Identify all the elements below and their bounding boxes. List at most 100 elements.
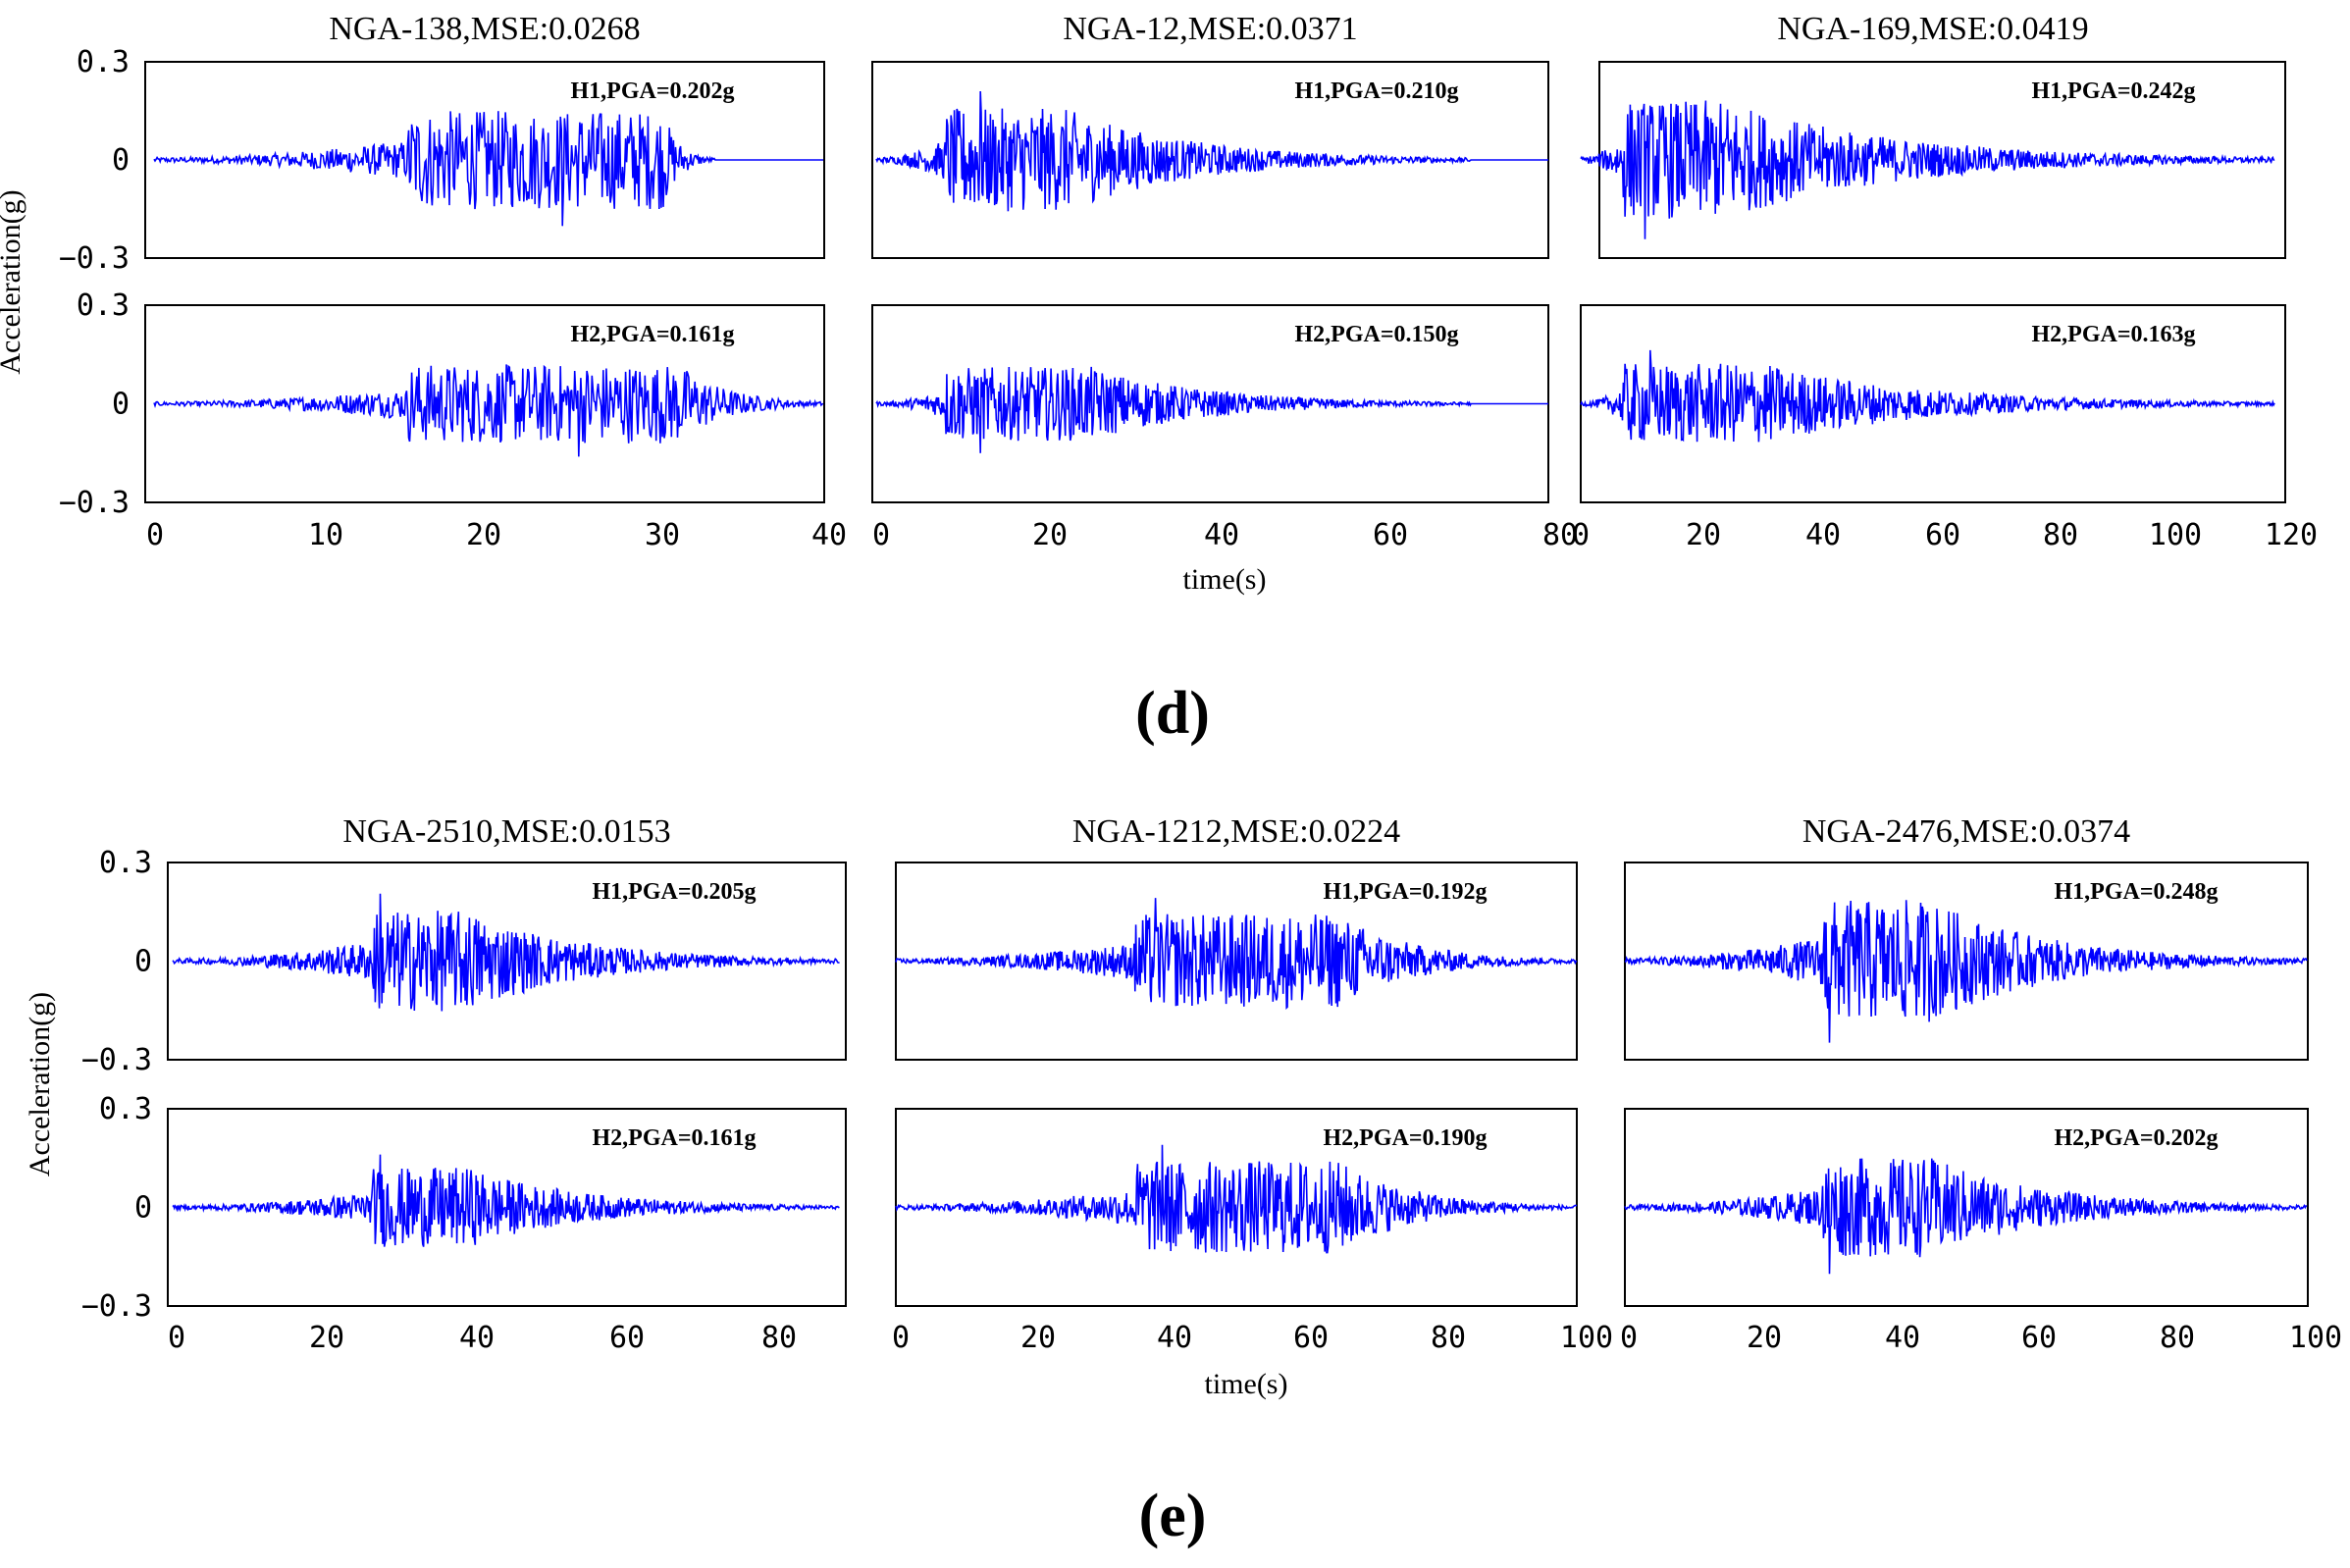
subplot-h2: H2,PGA=0.161g 0.3 0 −0.3 [59,288,825,520]
x-tick-label: 60 [609,1321,645,1355]
acceleration-series [172,893,840,1012]
y-tick-label: −0.3 [81,1289,152,1324]
acceleration-series [895,898,1578,1010]
acceleration-series [1624,900,2308,1043]
y-axis-label: Acceleration(g) [24,992,56,1176]
pga-annotation: H2,PGA=0.163g [2031,322,2195,347]
x-tick-label: 0 [168,1321,185,1355]
pga-annotation: H1,PGA=0.248g [2054,879,2218,905]
subplot-title: NGA-2476,MSE:0.0374 [1802,813,2130,850]
y-tick-label: 0.3 [99,1092,152,1126]
pga-annotation: H1,PGA=0.242g [2031,78,2195,104]
pga-annotation: H2,PGA=0.161g [592,1125,756,1151]
subplot-title: NGA-1212,MSE:0.0224 [1072,813,1400,850]
y-tick-label: −0.3 [59,486,130,520]
pga-annotation: H1,PGA=0.192g [1323,879,1487,905]
x-tick-label: 20 [1686,518,1721,552]
x-tick-label: 80 [2160,1321,2195,1355]
y-tick-label: 0 [134,1191,152,1226]
x-tick-label: 10 [308,518,343,552]
subplot-h1: H1,PGA=0.242g [1580,61,2286,259]
x-tick-label: 40 [1157,1321,1192,1355]
pga-annotation: H1,PGA=0.210g [1294,78,1458,104]
pga-annotation: H2,PGA=0.161g [570,322,734,347]
x-tick-label: 60 [1925,518,1960,552]
y-tick-label: 0 [134,945,152,979]
x-tick-label: 0 [872,518,890,552]
subplot-h1: H1,PGA=0.205g 0.3 0 −0.3 [81,846,847,1077]
x-tick-label: 60 [2021,1321,2057,1355]
x-tick-label: 80 [761,1321,797,1355]
subplot-title: NGA-2510,MSE:0.0153 [342,813,670,850]
x-tick-label: 100 [2149,518,2202,552]
x-tick-label: 40 [1805,518,1841,552]
x-tick-label: 80 [1431,1321,1466,1355]
x-tick-label: 20 [309,1321,344,1355]
subplot-h1: H1,PGA=0.202g 0.3 0 −0.3 [59,45,825,276]
axes-frame [144,304,825,503]
y-tick-label: −0.3 [81,1043,152,1077]
pga-annotation: H1,PGA=0.205g [592,879,756,905]
panel-label: (e) [1139,1483,1207,1549]
acceleration-series [153,111,823,227]
y-axis-label: Acceleration(g) [0,189,26,374]
subplot-h1: H1,PGA=0.192g [895,862,1578,1061]
acceleration-series [172,1154,840,1247]
acceleration-series [875,366,1548,453]
x-tick-label: 60 [1373,518,1408,552]
x-tick-label: 30 [645,518,680,552]
subplot-h2: H2,PGA=0.202g [1624,1108,2309,1307]
y-tick-label: 0 [112,143,130,178]
subplot-h1: H1,PGA=0.210g [871,61,1549,259]
axes-frame [144,61,825,259]
x-tick-label: 0 [1572,518,1590,552]
acceleration-series [1624,1158,2308,1275]
acceleration-series [153,364,824,457]
x-axis-label: time(s) [1183,563,1267,596]
acceleration-series [895,1144,1578,1254]
x-tick-label: 0 [146,518,164,552]
y-tick-label: 0.3 [77,288,130,323]
pga-annotation: H2,PGA=0.150g [1294,322,1458,347]
x-tick-label: 20 [1032,518,1068,552]
subplot-h2: H2,PGA=0.150g [871,304,1549,503]
x-tick-label: 20 [1020,1321,1056,1355]
axes-frame [167,1108,847,1307]
acceleration-series [1580,349,2275,443]
subplot-title: NGA-169,MSE:0.0419 [1777,11,2088,47]
figure-group-e: NGA-2510,MSE:0.0153 H1,PGA=0.205g 0.3 0 −0.3… [24,813,2342,1549]
x-tick-label: 0 [1620,1321,1638,1355]
x-tick-label: 0 [892,1321,910,1355]
x-tick-label: 40 [1885,1321,1920,1355]
subplot-title: NGA-138,MSE:0.0268 [329,11,640,47]
acceleration-series [1580,100,2275,239]
x-tick-label: 20 [466,518,501,552]
x-tick-label: 80 [2043,518,2078,552]
subplot-h2: H2,PGA=0.161g 0.3 0 −0.3 [81,1092,847,1324]
y-tick-label: −0.3 [59,241,130,276]
x-tick-label: 40 [459,1321,495,1355]
x-tick-label: 40 [811,518,847,552]
subplot-h1: H1,PGA=0.248g [1624,862,2309,1061]
pga-annotation: H1,PGA=0.202g [570,78,734,104]
y-tick-label: 0.3 [99,846,152,880]
acceleration-series [875,90,1548,212]
x-tick-label: 40 [1204,518,1239,552]
pga-annotation: H2,PGA=0.190g [1323,1125,1487,1151]
x-tick-label: 120 [2265,518,2318,552]
x-tick-label: 60 [1293,1321,1329,1355]
y-tick-label: 0 [112,388,130,422]
pga-annotation: H2,PGA=0.202g [2054,1125,2218,1151]
subplot-h2: H2,PGA=0.163g [1580,304,2286,503]
subplot-h2: H2,PGA=0.190g [895,1108,1578,1307]
axes-frame [167,862,847,1061]
y-tick-label: 0.3 [77,45,130,79]
x-axis-label: time(s) [1205,1368,1288,1400]
x-tick-label: 100 [1560,1321,1613,1355]
x-tick-label: 80 [1542,518,1578,552]
x-tick-label: 100 [2289,1321,2342,1355]
figure-group-d: NGA-138,MSE:0.0268H1,PGA=0.202g0.30−0.3H… [0,11,2318,747]
subplot-title: NGA-12,MSE:0.0371 [1063,11,1357,47]
x-tick-label: 20 [1747,1321,1782,1355]
panel-label: (d) [1135,680,1210,747]
